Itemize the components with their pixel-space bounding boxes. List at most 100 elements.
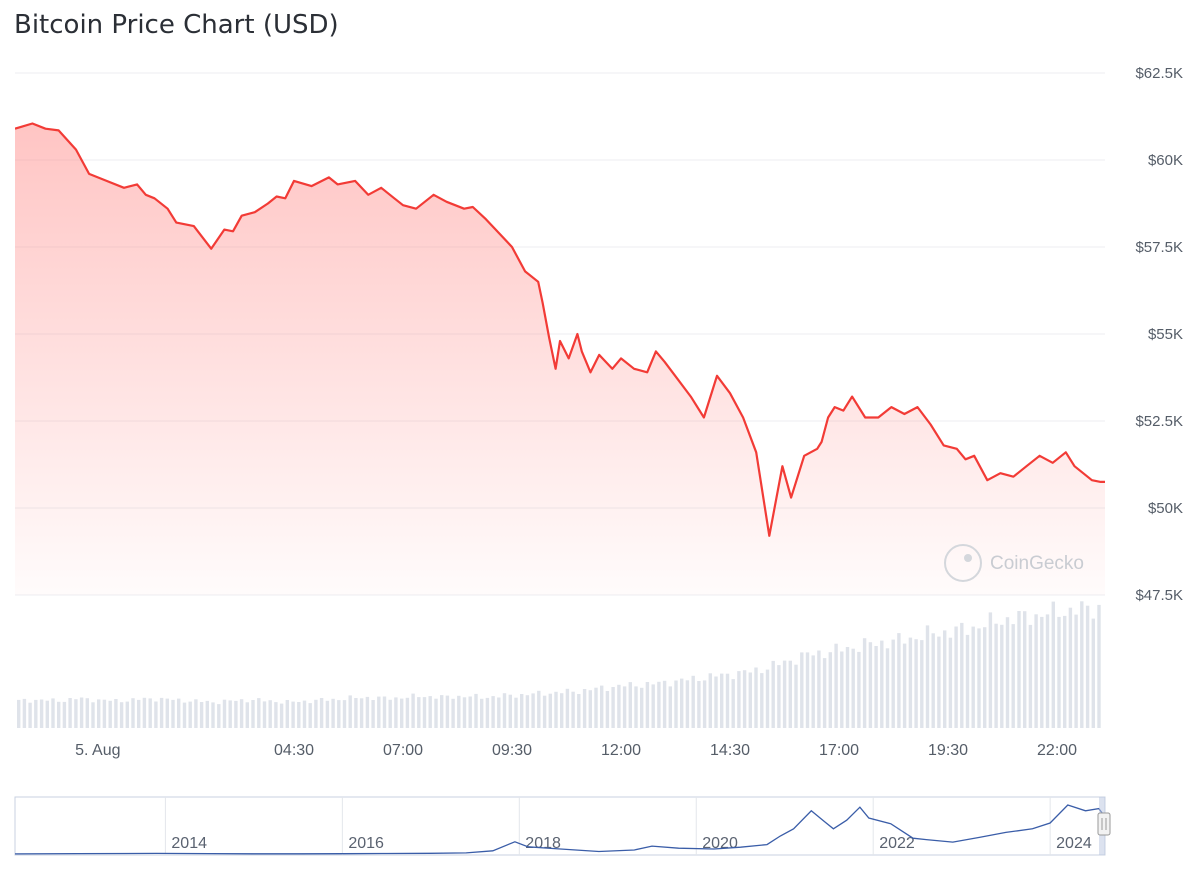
volume-bar	[131, 698, 135, 728]
navigator-handle[interactable]	[1097, 812, 1111, 836]
volume-bar	[1068, 607, 1073, 728]
volume-bar	[1005, 617, 1010, 728]
volume-bar	[354, 698, 358, 728]
range-navigator[interactable]: 2014 2016 2018 2020 2022 2024	[14, 796, 1111, 856]
volume-bar	[845, 647, 850, 728]
volume-bar	[194, 699, 198, 728]
volume-bar	[1011, 624, 1015, 728]
volume-bar	[857, 651, 861, 728]
volume-bar	[1051, 601, 1055, 728]
volume-bar	[474, 693, 478, 728]
volume-bar	[828, 652, 832, 728]
volume-bar	[645, 682, 650, 728]
volume-bar	[680, 678, 684, 728]
volume-bar	[68, 698, 72, 728]
volume-bar	[588, 690, 592, 728]
volume-bar	[91, 702, 95, 728]
volume-bar	[674, 680, 678, 728]
volume-bar	[994, 623, 998, 728]
volume-bar	[177, 698, 181, 728]
volume-bar	[925, 625, 930, 728]
volume-bar	[325, 700, 330, 728]
volume-bar	[731, 679, 735, 728]
volume-bar	[651, 684, 655, 728]
volume-bar	[514, 697, 518, 728]
volume-bar	[657, 681, 661, 728]
volume-bar	[85, 698, 89, 728]
gecko-logo-icon	[944, 544, 982, 582]
y-tick-label: $62.5K	[1135, 65, 1183, 82]
volume-bar	[79, 697, 84, 728]
volume-bar	[720, 673, 724, 728]
volume-bar	[182, 702, 187, 728]
navigator-series-line	[14, 804, 1104, 855]
volume-bar	[702, 680, 707, 728]
volume-bar	[605, 691, 610, 728]
navigator-tick-label: 2018	[525, 835, 561, 852]
volume-bar	[137, 699, 141, 728]
volume-bar	[600, 685, 604, 728]
volume-bar	[988, 612, 993, 728]
x-tick-label: 22:00	[1037, 742, 1077, 759]
grip-icon[interactable]	[1097, 812, 1111, 836]
volume-bar	[422, 697, 427, 728]
navigator-tick-label: 2022	[879, 835, 915, 852]
volume-bar	[291, 701, 295, 728]
volume-bar	[914, 639, 918, 728]
volume-bar	[154, 701, 158, 728]
volume-bar	[520, 694, 524, 728]
volume-bar	[97, 699, 101, 728]
volume-bar	[308, 703, 312, 728]
volume-bar	[457, 695, 461, 728]
navigator-tick-label: 2016	[348, 835, 384, 852]
volume-bar	[342, 700, 347, 728]
volume-bar	[954, 626, 958, 728]
volume-bar	[222, 699, 227, 728]
volume-bar	[714, 676, 718, 728]
volume-bar	[508, 694, 512, 728]
volume-bar	[451, 698, 455, 728]
volume-bar	[205, 700, 209, 728]
volume-bar	[737, 671, 741, 728]
volume-bar	[39, 699, 44, 728]
volume-bar	[22, 698, 27, 728]
coingecko-watermark: CoinGecko	[944, 544, 1084, 582]
x-tick-label: 07:00	[383, 742, 423, 759]
volume-bar	[902, 643, 907, 728]
volume-bar	[119, 702, 124, 728]
volume-bar	[497, 697, 501, 728]
volume-bar	[1017, 611, 1021, 728]
volume-bar	[760, 673, 764, 728]
volume-bar	[1040, 616, 1044, 728]
volume-bar	[400, 698, 404, 728]
volume-bar	[485, 697, 490, 728]
volume-bar	[525, 695, 530, 728]
volume-bar	[371, 700, 375, 728]
volume-bar	[611, 687, 615, 728]
volume-bar	[571, 691, 575, 728]
volume-bar	[697, 681, 701, 728]
volume-bar	[800, 652, 804, 728]
volume-bar	[468, 696, 472, 728]
volume-bar	[931, 633, 935, 728]
volume-bar	[1028, 624, 1033, 728]
volume-bar	[251, 700, 255, 728]
volume-bar	[777, 665, 781, 728]
volume-bar	[685, 680, 690, 728]
volume-bar	[1063, 615, 1067, 728]
volume-bar	[983, 627, 987, 728]
volume-bar	[57, 701, 61, 728]
volume-bar	[668, 686, 672, 728]
volume-bar	[331, 698, 335, 728]
volume-bar	[165, 698, 169, 728]
volume-bar	[537, 690, 541, 728]
volume-bar	[971, 626, 975, 728]
volume-bar	[577, 694, 581, 728]
volume-bar	[851, 648, 855, 728]
x-tick-label: 19:30	[928, 742, 968, 759]
y-tick-label: $52.5K	[1135, 413, 1183, 430]
volume-bar	[211, 702, 215, 728]
volume-bar	[434, 698, 438, 728]
price-area	[15, 123, 1105, 595]
